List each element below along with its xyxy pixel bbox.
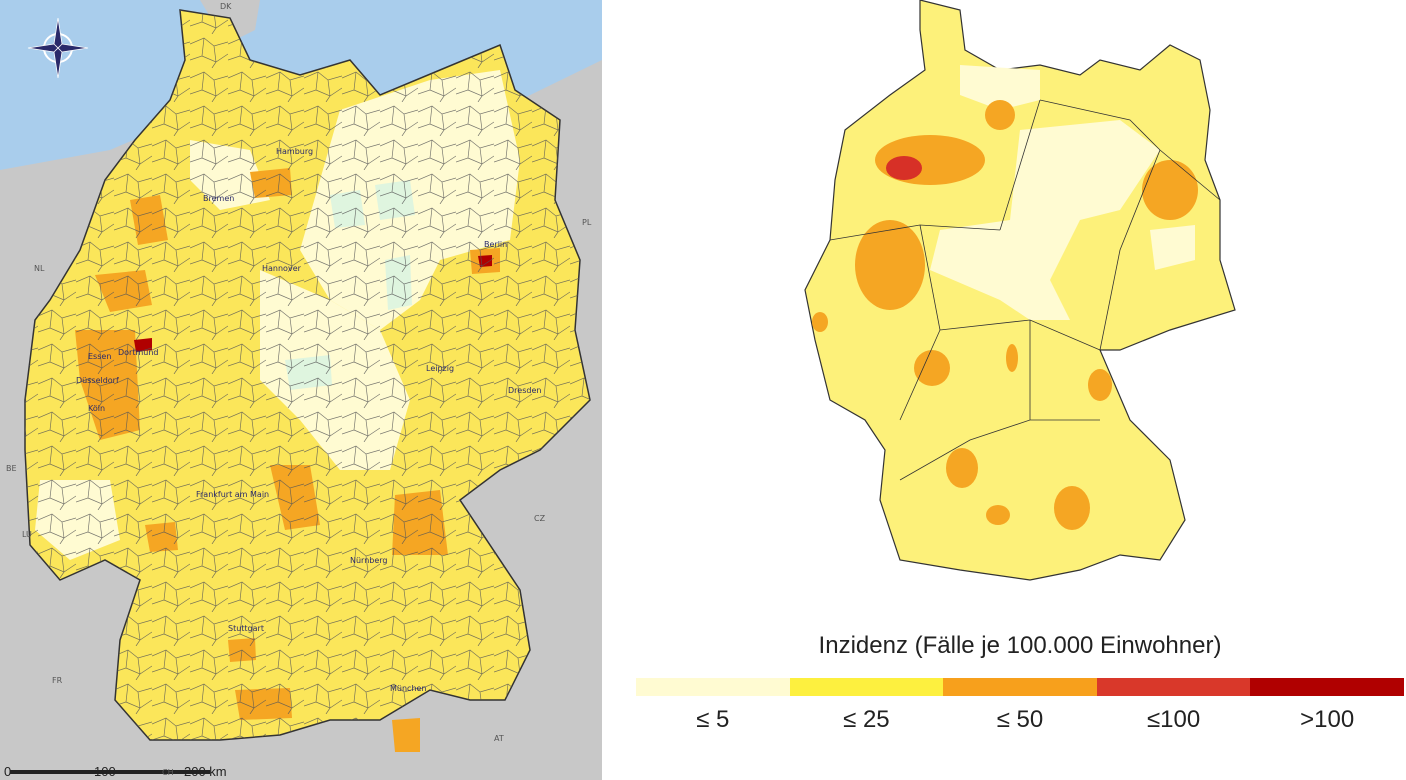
scale-label: 0: [4, 764, 12, 779]
legend-label: ≤ 5: [696, 706, 730, 733]
zone-high-munich: [1054, 486, 1090, 530]
city-label: Düsseldorf: [76, 376, 119, 385]
zone-high-frankfurt: [914, 350, 950, 386]
scale-label: 100: [94, 764, 116, 779]
district-map-svg: [0, 0, 602, 780]
country-label: CH: [162, 768, 174, 777]
zone-high-border: [812, 312, 828, 332]
legend-label: >100: [1300, 706, 1355, 733]
compass-icon: [27, 17, 89, 79]
city-label: München: [390, 684, 427, 693]
zone-high-east-bavaria: [1088, 369, 1112, 401]
country-label: NL: [34, 264, 45, 273]
incidence-map-svg: [804, 0, 1236, 581]
zone-high-berlin: [1142, 160, 1198, 220]
legend-labels: ≤ 5 ≤ 25 ≤ 50 ≤100 >100: [636, 706, 1404, 734]
city-label: Hamburg: [276, 147, 314, 156]
city-label: Essen: [88, 352, 112, 361]
country-label: AT: [494, 734, 504, 743]
country-label: LU: [22, 530, 32, 539]
legend-swatch: [943, 678, 1097, 696]
scale-label: 200 km: [184, 764, 227, 779]
city-label: Köln: [88, 404, 106, 413]
district-map: DK PL NL BE LU CZ FR CH AT Hamburg Breme…: [0, 0, 602, 780]
legend-label: ≤ 50: [996, 706, 1044, 733]
zone-low-1: [960, 65, 1040, 110]
legend-label: ≤100: [1146, 706, 1201, 733]
zone-high-south: [986, 505, 1010, 525]
city-label: Hannover: [262, 264, 301, 273]
city-label: Dortmund: [118, 348, 159, 357]
zone-high-stuttgart: [946, 448, 978, 488]
city-label: Bremen: [203, 194, 235, 203]
legend-label: ≤ 25: [843, 706, 890, 733]
city-label: Nürnberg: [350, 556, 388, 565]
city-label: Berlin: [484, 240, 508, 249]
city-label: Dresden: [508, 386, 542, 395]
legend-color-bar: [636, 678, 1404, 696]
zone-high-west: [855, 220, 925, 310]
incidence-map: [800, 0, 1250, 590]
country-label: DK: [220, 2, 232, 11]
zone-high-small: [1006, 344, 1018, 372]
zone-low-3: [1150, 225, 1195, 270]
country-label: PL: [582, 218, 592, 227]
country-label: CZ: [534, 514, 546, 523]
legend-swatch: [1096, 678, 1251, 696]
city-label: Leipzig: [426, 364, 455, 373]
zone-high-hamburg: [985, 100, 1015, 130]
legend-swatch: [789, 678, 944, 696]
country-label: FR: [52, 676, 63, 685]
legend-swatch: [636, 678, 790, 696]
zone-low-2: [930, 120, 1160, 320]
legend-swatch: [1250, 678, 1404, 696]
city-label: Stuttgart: [228, 624, 264, 633]
zone-very-high: [886, 156, 922, 180]
city-label: Frankfurt am Main: [196, 490, 270, 499]
country-label: BE: [6, 464, 17, 473]
region-high-8: [392, 718, 420, 752]
state-borders: [829, 99, 1221, 481]
scale-bar: [10, 770, 210, 774]
legend-title: Inzidenz (Fälle je 100.000 Einwohner): [818, 632, 1222, 659]
